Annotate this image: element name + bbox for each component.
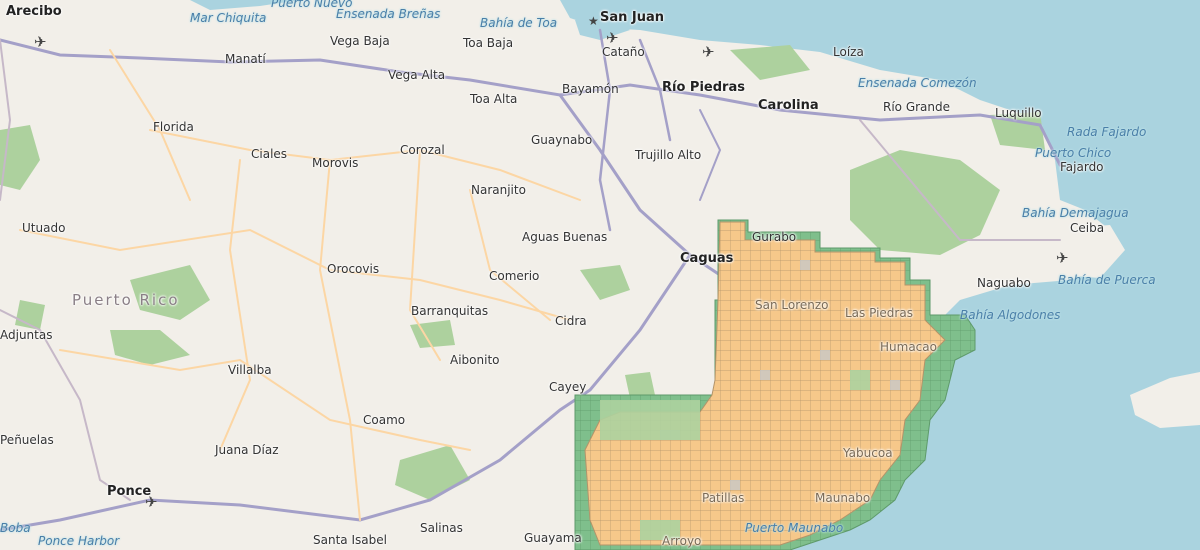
water-label: Mar Chiquita <box>190 11 267 25</box>
region-label: Puerto Rico <box>72 291 180 309</box>
place-label[interactable]: Barranquitas <box>411 304 489 318</box>
road-network <box>0 28 1062 532</box>
water-label: Puerto Chico <box>1035 146 1112 160</box>
place-label[interactable]: Las Piedras <box>845 306 913 320</box>
place-label[interactable]: Comerio <box>489 269 540 283</box>
place-label[interactable]: Arecibo <box>6 4 62 19</box>
place-label[interactable]: Guayama <box>524 531 582 545</box>
airplane-icon: ✈ <box>34 33 47 51</box>
grid-overlay <box>574 219 976 550</box>
place-label[interactable]: Toa Alta <box>470 92 518 106</box>
place-label[interactable]: Santa Isabel <box>313 533 387 547</box>
place-label[interactable]: Villalba <box>228 363 272 377</box>
place-label[interactable]: Río Piedras <box>662 80 745 95</box>
place-label[interactable]: Ciales <box>251 147 288 161</box>
water-label: Puerto Nuevo <box>271 0 353 10</box>
place-label[interactable]: Ponce <box>107 484 152 499</box>
water-label: Bahía de Toa <box>480 16 558 30</box>
water-label: Bahía Algodones <box>960 308 1061 322</box>
place-label[interactable]: Manatí <box>225 52 266 66</box>
water-label: Ponce Harbor <box>38 534 120 548</box>
airplane-icon: ✈ <box>145 493 158 511</box>
place-label[interactable]: Bayamón <box>562 82 619 96</box>
place-label[interactable]: Toa Baja <box>463 36 514 50</box>
place-label[interactable]: San Lorenzo <box>755 298 829 312</box>
land-east-tip <box>1040 225 1125 278</box>
place-label[interactable]: Humacao <box>880 340 937 354</box>
place-label[interactable]: Cidra <box>555 314 587 328</box>
airplane-icon: ✈ <box>702 43 715 61</box>
water-label: Rada Fajardo <box>1067 125 1147 139</box>
place-label[interactable]: Carolina <box>758 98 819 113</box>
place-label[interactable]: Vega Alta <box>388 68 446 82</box>
place-label[interactable]: Morovis <box>312 156 359 170</box>
place-label[interactable]: Corozal <box>400 143 445 157</box>
place-label[interactable]: Cayey <box>549 380 587 394</box>
place-label[interactable]: Río Grande <box>883 100 951 114</box>
place-label[interactable]: Trujillo Alto <box>635 148 702 162</box>
water-label: Bahía de Puerca <box>1058 273 1156 287</box>
place-label[interactable]: Cataño <box>602 45 645 59</box>
place-label[interactable]: Gurabo <box>752 230 797 244</box>
water-label: Ensenada Comezón <box>858 76 977 90</box>
place-label[interactable]: Caguas <box>680 251 734 266</box>
place-label[interactable]: Naguabo <box>977 276 1031 290</box>
place-label[interactable]: Florida <box>153 120 194 134</box>
place-label[interactable]: Loíza <box>833 45 864 59</box>
place-label[interactable]: Orocovis <box>327 262 380 276</box>
place-label[interactable]: Adjuntas <box>0 328 53 342</box>
place-label[interactable]: Aguas Buenas <box>522 230 608 244</box>
place-label[interactable]: Coamo <box>363 413 406 427</box>
place-label[interactable]: Patillas <box>702 491 745 505</box>
place-label[interactable]: Naranjito <box>471 183 526 197</box>
place-label[interactable]: Utuado <box>22 221 66 235</box>
place-label[interactable]: San Juan <box>600 10 665 25</box>
water-label: Boba <box>0 521 31 535</box>
place-label[interactable]: Yabucoa <box>843 446 893 460</box>
place-label[interactable]: Salinas <box>420 521 463 535</box>
water-label: Bahía Demajagua <box>1022 206 1129 220</box>
water-label: Ensenada Breñas <box>336 7 441 21</box>
place-label[interactable]: Juana Díaz <box>215 443 279 457</box>
star-icon: ★ <box>588 14 599 28</box>
place-label[interactable]: Maunabo <box>815 491 871 505</box>
forest-areas <box>0 45 1045 500</box>
island-east <box>1130 372 1200 428</box>
place-label[interactable]: Fajardo <box>1060 160 1104 174</box>
place-label[interactable]: Ceiba <box>1070 221 1105 235</box>
place-label[interactable]: Guaynabo <box>531 133 593 147</box>
airplane-icon: ✈ <box>1056 249 1069 267</box>
airplane-icon: ✈ <box>606 29 619 47</box>
place-label[interactable]: Peñuelas <box>0 433 54 447</box>
place-label[interactable]: Arroyo <box>662 534 702 548</box>
place-label[interactable]: Aibonito <box>450 353 500 367</box>
water-label: Puerto Maunabo <box>745 521 844 535</box>
water-bayamon-inlet <box>575 18 630 40</box>
place-label[interactable]: Luquillo <box>995 106 1042 120</box>
place-label[interactable]: Vega Baja <box>330 34 390 48</box>
